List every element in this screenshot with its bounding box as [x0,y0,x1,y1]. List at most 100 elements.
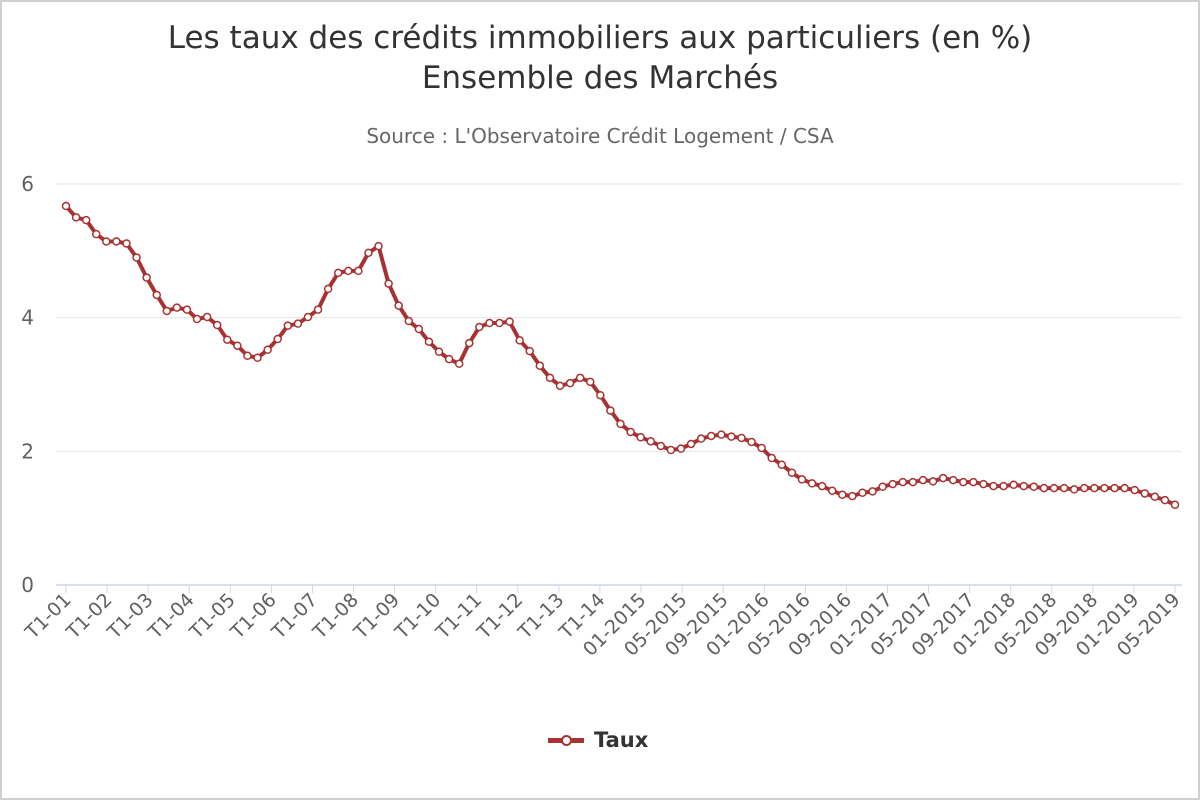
legend-item-taux[interactable]: Taux [548,727,648,753]
data-point[interactable] [686,439,696,449]
data-point[interactable] [505,317,514,326]
data-point[interactable] [182,305,192,314]
data-point[interactable] [434,347,444,357]
data-point[interactable] [969,477,978,487]
data-point[interactable] [999,481,1008,491]
data-point[interactable] [898,477,908,487]
data-point[interactable] [233,341,242,350]
data-point[interactable] [555,381,565,391]
data-point[interactable] [102,237,111,246]
data-point[interactable] [918,475,928,485]
data-point[interactable] [444,354,454,364]
data-point[interactable] [1120,483,1129,493]
data-point[interactable] [1150,492,1160,502]
data-point[interactable] [747,437,756,447]
data-point[interactable] [767,453,776,463]
data-point[interactable] [575,373,585,383]
data-point[interactable] [1039,483,1049,493]
data-point[interactable] [1049,483,1059,493]
data-point[interactable] [777,460,787,469]
data-point[interactable] [475,322,484,332]
data-point[interactable] [152,290,161,300]
data-point[interactable] [273,334,282,344]
data-point[interactable] [515,336,524,345]
data-point[interactable] [1160,495,1170,505]
data-point[interactable] [313,305,323,314]
data-point[interactable] [606,406,615,415]
data-point[interactable] [827,486,837,496]
data-point[interactable] [364,248,373,258]
data-point[interactable] [333,268,343,278]
data-point[interactable] [666,445,676,455]
data-point[interactable] [212,320,222,330]
data-point[interactable] [303,312,313,322]
data-point[interactable] [807,479,817,488]
data-point[interactable] [172,303,182,312]
data-point[interactable] [81,215,91,225]
data-point[interactable] [71,213,81,222]
data-point[interactable] [142,273,151,282]
data-point[interactable] [1170,500,1180,510]
data-point[interactable] [1140,489,1150,498]
data-point[interactable] [858,488,867,498]
data-point[interactable] [727,432,736,441]
data-point[interactable] [616,419,625,429]
data-point[interactable] [797,475,807,484]
data-point[interactable] [586,377,595,387]
data-point[interactable] [1100,483,1109,493]
data-point[interactable] [1130,485,1139,495]
data-point[interactable] [848,491,857,501]
data-point[interactable] [948,475,958,485]
data-point[interactable] [323,284,333,294]
data-point[interactable] [696,434,706,443]
data-point[interactable] [706,431,716,441]
data-point[interactable] [91,229,101,239]
data-point[interactable] [1080,483,1089,493]
data-point[interactable] [465,338,474,348]
data-point[interactable] [404,316,414,326]
data-point[interactable] [344,266,353,276]
data-point[interactable] [162,306,172,316]
data-point[interactable] [717,430,726,439]
data-point[interactable] [1059,483,1069,493]
data-point[interactable] [1019,481,1029,491]
data-point[interactable] [868,487,877,496]
data-point[interactable] [525,346,535,356]
data-point[interactable] [757,443,766,453]
data-point[interactable] [122,239,131,248]
data-point[interactable] [495,318,504,328]
data-point[interactable] [263,345,272,354]
data-point[interactable] [656,441,666,451]
data-point[interactable] [293,319,303,328]
data-point[interactable] [1090,483,1099,493]
data-point[interactable] [737,433,746,443]
data-point[interactable] [374,241,383,251]
data-point[interactable] [192,314,202,324]
data-point[interactable] [676,444,686,453]
data-point[interactable] [485,318,494,328]
data-point[interactable] [424,337,434,346]
data-point[interactable] [636,433,645,442]
data-point[interactable] [787,468,797,477]
data-point[interactable] [989,481,998,491]
data-point[interactable] [394,301,403,310]
data-point[interactable] [979,479,988,489]
data-point[interactable] [565,378,575,388]
data-point[interactable] [888,479,897,489]
data-point[interactable] [535,361,545,371]
data-point[interactable] [838,490,847,500]
data-point[interactable] [414,324,424,334]
data-point[interactable] [132,253,141,262]
data-point[interactable] [878,482,887,492]
data-point[interactable] [928,477,938,486]
data-point[interactable] [1110,483,1119,493]
data-point[interactable] [1009,480,1018,489]
data-point[interactable] [243,351,252,361]
data-point[interactable] [223,335,232,344]
data-point[interactable] [545,373,555,383]
data-point[interactable] [596,390,605,400]
data-point[interactable] [817,481,827,491]
data-point[interactable] [1029,482,1039,492]
data-point[interactable] [626,427,635,437]
data-point[interactable] [354,266,363,276]
